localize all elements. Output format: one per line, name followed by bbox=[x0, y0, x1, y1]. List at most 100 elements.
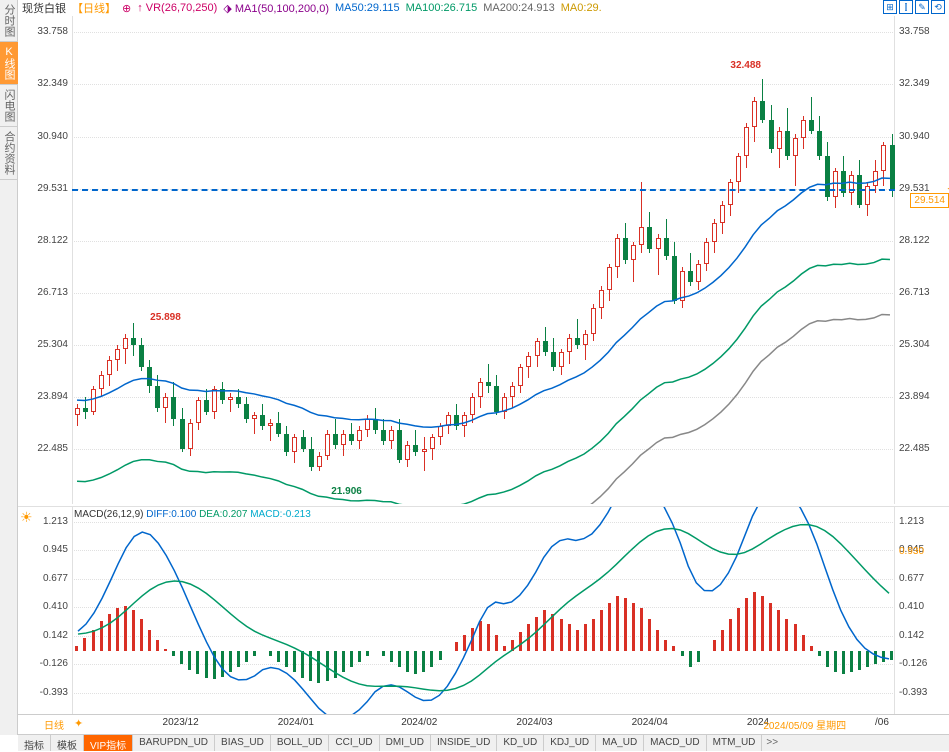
y-tick: 25.304 bbox=[37, 339, 68, 350]
indicator-tab-mtm_ud[interactable]: MTM_UD bbox=[707, 735, 763, 751]
indicator-tab-boll_ud[interactable]: BOLL_UD bbox=[271, 735, 330, 751]
macd-bar bbox=[269, 651, 272, 656]
macd-bar bbox=[511, 640, 514, 651]
y-tick: 22.485 bbox=[899, 443, 930, 454]
macd-bar bbox=[672, 646, 675, 651]
indicator-tab-bias_ud[interactable]: BIAS_UD bbox=[215, 735, 271, 751]
macd-bar bbox=[245, 651, 248, 662]
indicator-tab-指标[interactable]: 指标 bbox=[18, 735, 51, 751]
macd-bar bbox=[132, 610, 135, 651]
macd-bar bbox=[576, 630, 579, 651]
macd-bar bbox=[398, 651, 401, 667]
macd-bar bbox=[100, 621, 103, 651]
macd-header: MACD(26,12,9) DIFF:0.100 DEA:0.207 MACD:… bbox=[74, 509, 311, 520]
price-chart[interactable]: 33.75832.34930.94029.53128.12226.71325.3… bbox=[18, 16, 949, 504]
x-current-date: 2024/05/09 星期四 bbox=[763, 717, 846, 732]
y-tick: 0.945 bbox=[43, 544, 68, 555]
vr-label: ↑ VR(26,70,250) bbox=[137, 2, 217, 14]
indicator-tab-kdj_ud[interactable]: KDJ_UD bbox=[544, 735, 596, 751]
macd-bar bbox=[624, 598, 627, 651]
macd-bar bbox=[116, 608, 119, 651]
current-price-tag: 29.514 bbox=[910, 193, 949, 208]
macd-bar bbox=[317, 651, 320, 683]
macd-bar bbox=[205, 651, 208, 678]
macd-bar bbox=[334, 651, 337, 678]
price-plot-area[interactable] bbox=[72, 16, 895, 504]
macd-bar bbox=[237, 651, 240, 667]
macd-bar bbox=[479, 621, 482, 651]
current-price-line bbox=[72, 189, 895, 191]
macd-bar bbox=[543, 610, 546, 651]
price-annotation: 32.488 bbox=[730, 60, 761, 71]
ma200-value: MA200:24.913 bbox=[483, 2, 555, 14]
y-tick: 30.940 bbox=[37, 131, 68, 142]
header-icon-1[interactable]: ⫿ bbox=[899, 0, 913, 14]
macd-bar bbox=[342, 651, 345, 672]
macd-bar bbox=[551, 614, 554, 651]
macd-chart[interactable]: ☀ MACD(26,12,9) DIFF:0.100 DEA:0.207 MAC… bbox=[18, 506, 949, 714]
macd-bar bbox=[834, 651, 837, 672]
macd-bar bbox=[390, 651, 393, 662]
anchor-icon[interactable]: ⊕ bbox=[122, 2, 131, 15]
y-tick: 22.485 bbox=[37, 443, 68, 454]
indicator-tab-dmi_ud[interactable]: DMI_UD bbox=[380, 735, 431, 751]
macd-bar bbox=[794, 624, 797, 651]
y-tick: 0.677 bbox=[899, 573, 924, 584]
macd-bar bbox=[277, 651, 280, 662]
macd-bar bbox=[777, 610, 780, 651]
macd-bar bbox=[188, 651, 191, 670]
macd-bar bbox=[108, 614, 111, 651]
indicator-tab-ma_ud[interactable]: MA_UD bbox=[596, 735, 644, 751]
x-period-label[interactable]: 日线 bbox=[44, 717, 64, 732]
macd-bar bbox=[221, 651, 224, 677]
macd-bar bbox=[535, 617, 538, 651]
price-annotation: 21.906 bbox=[331, 486, 362, 497]
macd-bar bbox=[455, 642, 458, 651]
macd-bar bbox=[890, 651, 893, 660]
macd-bar bbox=[92, 630, 95, 651]
indicator-tab-macd_ud[interactable]: MACD_UD bbox=[644, 735, 706, 751]
macd-plot-area[interactable] bbox=[72, 507, 895, 714]
header-icon-3[interactable]: ⟲ bbox=[931, 0, 945, 14]
macd-bar bbox=[75, 646, 78, 651]
sidebar-tab-0[interactable]: 分时图 bbox=[0, 0, 18, 42]
indicator-tab-模板[interactable]: 模板 bbox=[51, 735, 84, 751]
indicator-tab-kd_ud[interactable]: KD_UD bbox=[497, 735, 544, 751]
macd-bar bbox=[140, 619, 143, 651]
macd-bar bbox=[560, 619, 563, 651]
macd-bar bbox=[350, 651, 353, 667]
macd-bar bbox=[721, 630, 724, 651]
header-icon-2[interactable]: ✎ bbox=[915, 0, 929, 14]
sidebar-tab-3[interactable]: 合约资料 bbox=[0, 127, 18, 180]
macd-bar bbox=[253, 651, 256, 656]
macd-bar bbox=[422, 651, 425, 672]
y-tick: 23.894 bbox=[899, 391, 930, 402]
macd-bar bbox=[632, 603, 635, 651]
indicator-tab-barupdn_ud[interactable]: BARUPDN_UD bbox=[133, 735, 215, 751]
y-tick: 26.713 bbox=[899, 287, 930, 298]
indicator-tab-inside_ud[interactable]: INSIDE_UD bbox=[431, 735, 497, 751]
y-tick: 1.213 bbox=[43, 516, 68, 527]
x-tick: 2024/03 bbox=[516, 717, 552, 728]
y-tick: 23.894 bbox=[37, 391, 68, 402]
period-label: 【日线】 bbox=[72, 0, 116, 16]
macd-bar bbox=[196, 651, 199, 674]
symbol-name: 现货白银 bbox=[22, 0, 66, 16]
macd-bar bbox=[697, 651, 700, 662]
macd-bar bbox=[83, 638, 86, 651]
macd-bar bbox=[616, 596, 619, 651]
more-indicators-icon[interactable]: >> bbox=[762, 735, 782, 751]
macd-bar bbox=[600, 610, 603, 651]
macd-bar bbox=[753, 592, 756, 651]
indicator-tab-vip指标[interactable]: VIP指标 bbox=[84, 735, 133, 751]
header-icon-0[interactable]: ⊞ bbox=[883, 0, 897, 14]
sidebar-tab-1[interactable]: K线图 bbox=[0, 42, 18, 85]
macd-bar bbox=[495, 635, 498, 651]
sidebar-tab-2[interactable]: 闪电图 bbox=[0, 85, 18, 127]
macd-bar bbox=[293, 651, 296, 672]
macd-bar bbox=[527, 624, 530, 651]
macd-bar bbox=[414, 651, 417, 674]
indicator-tab-cci_ud[interactable]: CCI_UD bbox=[329, 735, 379, 751]
y-tick: -0.126 bbox=[40, 658, 68, 669]
macd-bar bbox=[656, 630, 659, 651]
